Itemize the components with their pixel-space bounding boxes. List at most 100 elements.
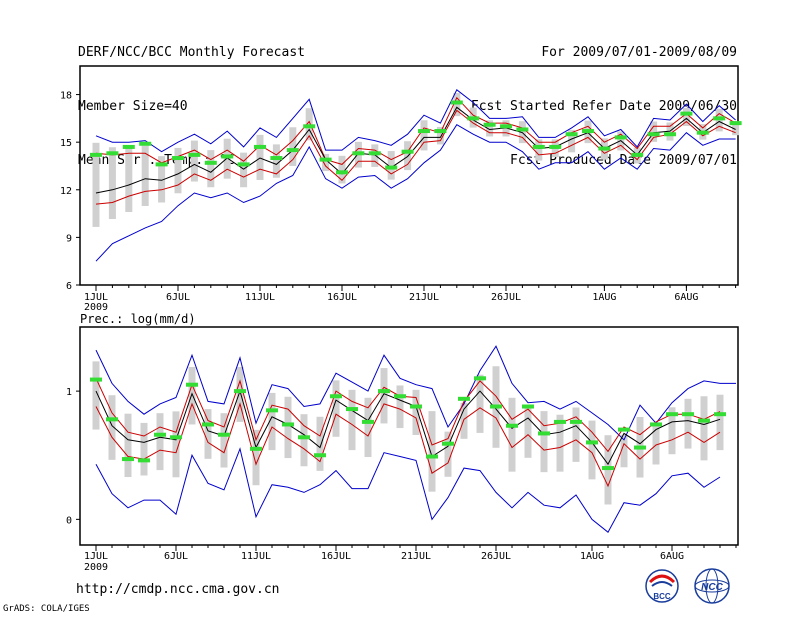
spread-box — [716, 394, 724, 451]
median-marker — [570, 419, 582, 424]
panel-title: Prec.: log(mm/d) — [80, 312, 196, 326]
chart-panel-1: 6 9 12 15 18 1JUL 6JUL 11JUL 16JUL 21JUL 26JUL 1AUG… — [60, 65, 742, 313]
spread-box — [124, 413, 132, 478]
y-tick-label: 18 — [60, 91, 72, 102]
median-marker — [90, 377, 102, 382]
median-marker — [138, 458, 150, 463]
x-tick-label: 6AUG — [660, 551, 684, 562]
spread-box — [108, 147, 116, 219]
median-marker — [401, 149, 414, 154]
median-marker — [202, 422, 214, 427]
x-tick-label: 6JUL — [166, 292, 190, 303]
median-marker — [434, 129, 447, 134]
series-line-lower_spread — [95, 109, 736, 205]
median-marker — [418, 129, 430, 134]
spread-box — [535, 139, 543, 161]
spread-box — [524, 405, 532, 458]
logos: BCC NCC — [645, 568, 730, 604]
median-marker — [298, 435, 310, 440]
median-marker — [714, 412, 726, 417]
median-marker — [204, 160, 217, 165]
median-marker — [368, 151, 381, 156]
spread-box — [732, 121, 740, 136]
spread-box — [436, 126, 444, 145]
median-marker — [154, 432, 166, 437]
spread-box — [518, 121, 526, 144]
spread-box — [141, 145, 149, 206]
spread-box — [444, 431, 452, 477]
spread-box — [476, 374, 484, 433]
x-tick-label: 26JUL — [491, 292, 521, 303]
median-marker — [598, 146, 611, 151]
median-marker — [664, 132, 676, 137]
ncc-logo-text: NCC — [701, 582, 723, 593]
series-line-lower — [95, 447, 721, 533]
median-marker — [713, 116, 726, 121]
spread-box — [108, 395, 116, 460]
median-marker — [618, 427, 630, 432]
y-tick-label: 6 — [66, 281, 72, 292]
median-marker — [314, 453, 326, 458]
median-marker — [450, 100, 463, 105]
x-tick-label: 21JUL — [401, 551, 431, 562]
spread-box — [300, 414, 308, 467]
median-marker — [410, 404, 422, 409]
median-marker — [680, 111, 693, 116]
plot-frame — [79, 326, 739, 546]
spread-box — [588, 420, 596, 480]
median-marker — [186, 382, 198, 387]
spread-box — [684, 398, 692, 449]
spread-box — [322, 153, 330, 172]
series-line-upper_spread — [95, 96, 736, 165]
median-marker — [682, 412, 694, 417]
spread-box — [460, 402, 468, 439]
spread-box — [92, 361, 100, 430]
median-marker — [218, 432, 230, 437]
plot-frame — [79, 65, 739, 286]
median-marker — [106, 417, 118, 422]
source-url[interactable]: http://cmdp.ncc.cma.gov.cn — [76, 582, 280, 597]
spread-box — [223, 138, 231, 179]
median-marker — [516, 127, 529, 132]
bcc-logo: BCC — [645, 569, 679, 603]
median-marker — [352, 151, 365, 156]
x-tick-label: 1JUL — [84, 551, 108, 562]
median-marker — [500, 124, 512, 129]
spread-box — [412, 389, 420, 435]
median-marker — [250, 446, 262, 451]
median-marker — [729, 121, 742, 126]
median-marker — [442, 441, 454, 446]
spread-box — [236, 367, 244, 422]
median-marker — [122, 457, 134, 462]
spread-box — [572, 407, 580, 462]
spread-box — [568, 129, 576, 153]
median-marker — [282, 422, 294, 427]
median-marker — [698, 418, 710, 423]
median-marker — [522, 404, 534, 409]
median-marker — [532, 144, 545, 149]
x-tick-label: 16JUL — [321, 551, 351, 562]
median-marker — [696, 130, 709, 135]
median-marker — [506, 423, 518, 428]
x-tick-label: 6JUL — [164, 551, 188, 562]
spread-box — [428, 411, 436, 492]
chart-main-title: DERF/NCC/BCC Monthly Forecast — [78, 45, 305, 60]
spread-box — [316, 416, 324, 471]
spread-box — [682, 107, 690, 126]
spread-box — [190, 140, 198, 182]
spread-box — [256, 134, 264, 180]
median-marker — [474, 376, 486, 381]
member-size-label: Member Size=40 — [78, 99, 188, 114]
x-tick-label: 1AUG — [580, 551, 604, 562]
median-marker — [336, 170, 348, 175]
x-tick-label: 26JUL — [481, 551, 511, 562]
median-marker — [106, 151, 119, 156]
y-tick-label: 12 — [60, 186, 72, 197]
x-tick-label: 1JUL — [84, 292, 108, 303]
spread-box — [387, 151, 395, 180]
spread-box — [556, 414, 564, 472]
spread-box — [268, 392, 276, 451]
median-marker — [254, 144, 266, 149]
median-marker — [270, 156, 283, 161]
